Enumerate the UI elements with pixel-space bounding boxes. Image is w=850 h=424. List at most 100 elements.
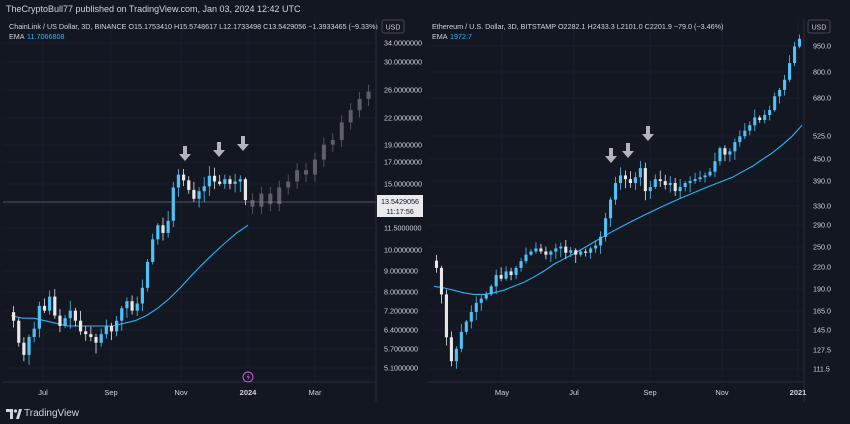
- candle-body: [130, 301, 134, 311]
- candle-body: [564, 246, 568, 253]
- candle-body: [11, 312, 16, 321]
- candle: [449, 331, 453, 367]
- tradingview-brand[interactable]: TradingView: [24, 408, 80, 419]
- projected-candle-body: [277, 187, 282, 205]
- y-tick-label: 525.0: [813, 132, 831, 141]
- candle-body: [758, 117, 762, 121]
- projected-candle: [286, 174, 291, 195]
- candle-body: [454, 348, 458, 362]
- candle: [202, 177, 206, 202]
- candle: [663, 174, 667, 190]
- candle-body: [89, 334, 93, 337]
- y-tick-label: 800.0: [813, 68, 831, 77]
- candle: [464, 319, 468, 335]
- candle-body: [22, 342, 26, 355]
- candle: [63, 314, 67, 329]
- candle-body: [182, 174, 186, 181]
- candle: [156, 223, 160, 245]
- candle-body: [207, 175, 211, 187]
- candle: [613, 176, 618, 205]
- candle: [484, 291, 488, 301]
- countdown-value: 11:17:56: [386, 207, 413, 216]
- candle: [554, 243, 558, 259]
- projected-candle: [250, 193, 255, 214]
- candle: [459, 323, 463, 353]
- candle: [444, 289, 448, 346]
- candle-body: [499, 275, 503, 279]
- candle: [22, 337, 26, 362]
- candle-body: [698, 177, 702, 180]
- candle-body: [519, 261, 523, 268]
- x-tick-label: Nov: [174, 388, 188, 397]
- candle-body: [202, 186, 206, 192]
- candle-body: [693, 179, 697, 182]
- ema-value: 1972.7: [450, 32, 472, 41]
- y-tick-label: 10.0000000: [384, 246, 422, 255]
- currency-button[interactable]: [807, 19, 831, 34]
- x-tick-label: Nov: [715, 388, 729, 397]
- price-tag: [377, 195, 423, 217]
- symbol-info: ChainLink / US Dollar, 3D, BINANCE O15.1…: [9, 22, 378, 31]
- currency-button[interactable]: [381, 19, 405, 34]
- candle-body: [197, 191, 201, 199]
- candle: [797, 34, 802, 49]
- candle-body: [703, 175, 707, 178]
- ema-label: EMA: [432, 32, 448, 41]
- candle: [638, 160, 642, 186]
- candle: [212, 167, 217, 190]
- down-arrow-icon: [605, 148, 617, 163]
- y-tick-label: 26.0000000: [384, 86, 422, 95]
- candle-body: [643, 168, 647, 192]
- candle: [171, 181, 175, 228]
- candle-body: [444, 294, 448, 338]
- candle-body: [579, 251, 583, 255]
- candle-body: [68, 310, 72, 319]
- candle-body: [743, 130, 747, 137]
- candle: [120, 305, 124, 331]
- candle-body: [569, 250, 573, 253]
- candle-body: [37, 305, 41, 329]
- candle-body: [549, 251, 553, 255]
- candle-body: [604, 218, 608, 237]
- candle: [84, 326, 88, 341]
- x-tick-label: Sep: [104, 388, 117, 397]
- candle: [99, 328, 103, 347]
- y-tick-label: 30.0000000: [384, 58, 422, 67]
- candle: [89, 326, 93, 342]
- candle-body: [469, 311, 473, 322]
- chart-panel-chainlink[interactable]: ChainLink / US Dollar, 3D, BINANCE O15.1…: [3, 18, 425, 402]
- y-tick-label: 17.0000000: [384, 158, 422, 167]
- y-tick-label: 680.0: [813, 94, 831, 103]
- candle-body: [171, 187, 175, 221]
- x-tick-label: Mar: [309, 388, 322, 397]
- currency-label: USD: [386, 25, 401, 32]
- projected-candle: [339, 115, 344, 148]
- projected-candle-body: [259, 193, 264, 207]
- chart-chainlink-svg[interactable]: ChainLink / US Dollar, 3D, BINANCE O15.1…: [3, 18, 425, 402]
- candle-body: [474, 302, 478, 312]
- chart-panel-ethereum[interactable]: Ethereum / U.S. Dollar, 3D, BITSTAMP O22…: [428, 18, 847, 402]
- event-icon[interactable]: [242, 371, 254, 383]
- candle-body: [783, 79, 787, 90]
- chart-ethereum-svg[interactable]: Ethereum / U.S. Dollar, 3D, BITSTAMP O22…: [428, 18, 847, 402]
- candle: [698, 170, 702, 182]
- y-tick-label: 8.0000000: [384, 288, 418, 297]
- candle-body: [17, 320, 21, 343]
- projected-candle-body: [321, 144, 326, 160]
- candle: [529, 248, 533, 257]
- candle: [713, 152, 717, 178]
- candle-body: [156, 225, 160, 240]
- down-arrow-icon: [237, 136, 249, 151]
- candle-body: [104, 325, 108, 335]
- candle: [48, 290, 52, 315]
- tradingview-logo-icon[interactable]: [6, 409, 22, 419]
- candle: [743, 123, 747, 140]
- y-tick-label: 22.0000000: [384, 114, 422, 123]
- x-tick-label: Sep: [643, 388, 656, 397]
- candle-body: [58, 315, 62, 326]
- candle-body: [594, 245, 598, 249]
- candle: [238, 175, 242, 193]
- candle: [778, 87, 782, 104]
- candle-body: [608, 199, 613, 219]
- candle: [728, 148, 732, 162]
